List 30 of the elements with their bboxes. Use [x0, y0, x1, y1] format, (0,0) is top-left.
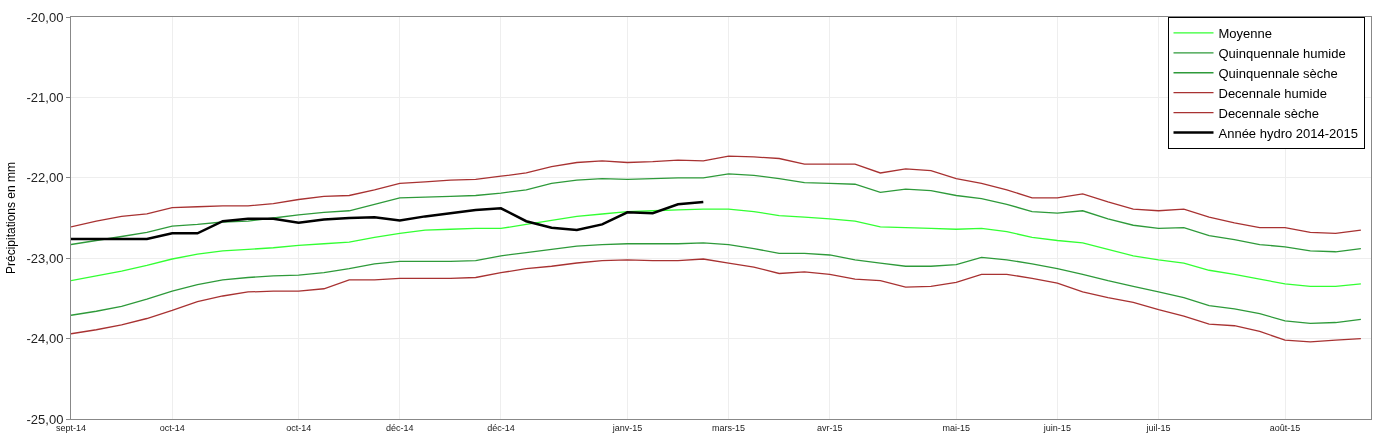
line-series	[71, 208, 1362, 287]
y-tick-label: -23,00	[26, 250, 64, 266]
x-tick-label: janv-15	[611, 422, 643, 433]
line-series	[71, 173, 1362, 253]
y-tick-label: -22,00	[26, 170, 64, 186]
line-series	[71, 200, 705, 241]
line-series	[71, 242, 1362, 324]
x-tick-label: oct-14	[159, 422, 185, 433]
legend-label: Moyenne	[1218, 26, 1272, 42]
legend-label: Decennale humide	[1218, 85, 1327, 101]
x-tick-label: oct-14	[286, 422, 312, 433]
legend-label: Quinquennale sèche	[1218, 65, 1338, 81]
x-tick-label: avr-15	[816, 422, 843, 433]
legend-label: Decennale sèche	[1218, 105, 1319, 121]
x-tick-label: déc-14	[386, 422, 414, 433]
y-tick-label: -20,00	[26, 9, 64, 25]
x-tick-label: mars-15	[712, 422, 746, 433]
x-tick-label: mai-15	[942, 422, 970, 433]
line-series	[71, 258, 1362, 343]
y-tick-label: -21,00	[26, 89, 64, 105]
legend-label: Quinquennale humide	[1218, 45, 1346, 61]
legend-label: Année hydro 2014-2015	[1218, 125, 1359, 141]
x-tick-label: juin-15	[1042, 422, 1071, 433]
y-tick-label: -24,00	[26, 331, 64, 347]
x-tick-label: déc-14	[487, 422, 515, 433]
y-tick-label: -25,00	[26, 411, 64, 427]
x-tick-label: août-15	[1269, 422, 1301, 433]
x-tick-label: juil-15	[1145, 422, 1171, 433]
y-axis-title: Précipitations en mm	[3, 161, 18, 275]
line-series	[71, 155, 1362, 234]
